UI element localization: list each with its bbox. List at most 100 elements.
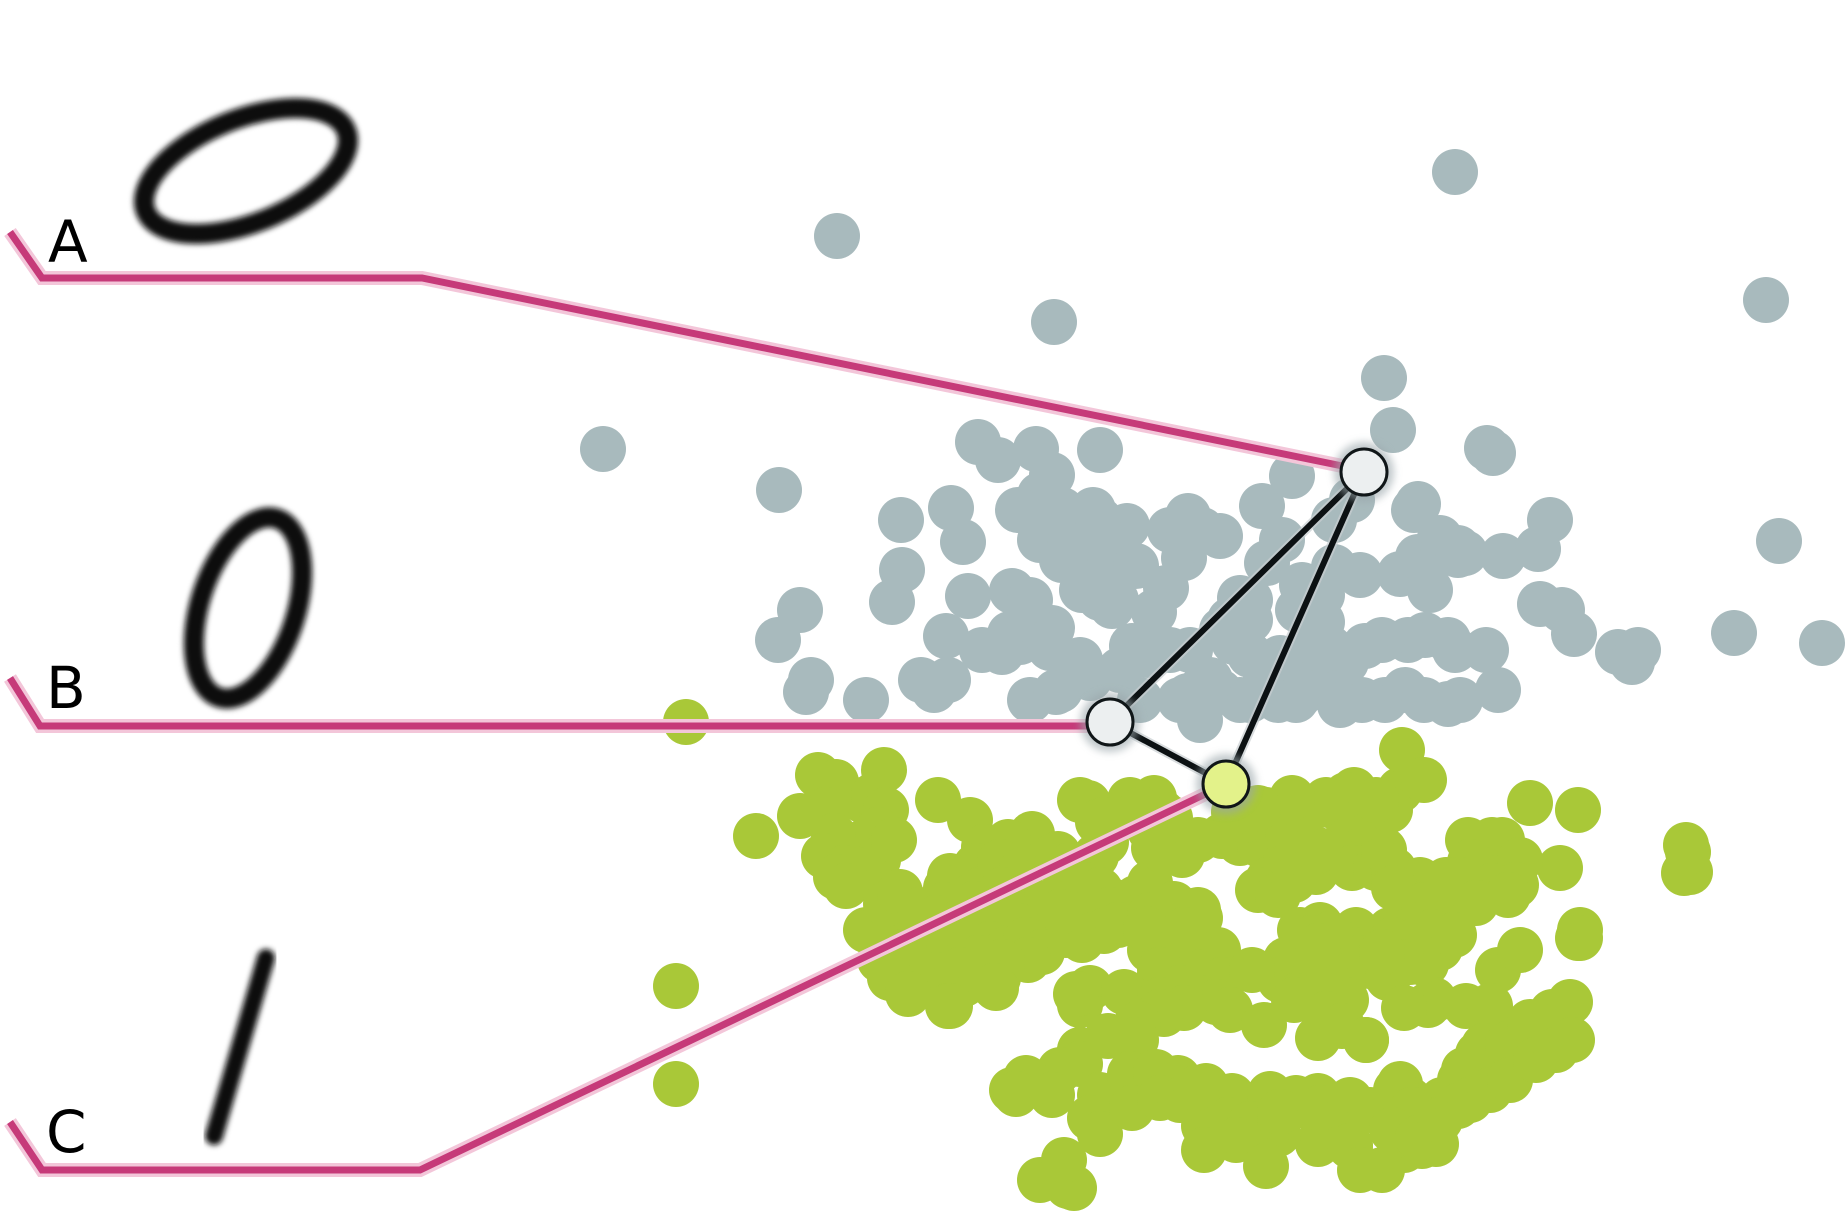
label-b: B [46,654,86,722]
scatter-point-one [1537,845,1583,891]
scatter-point-one [1497,927,1543,973]
scatter-point-zero [1370,407,1416,453]
scatter-point-one [1507,780,1553,826]
scatter-point-one [1555,787,1601,833]
scatter-point-zero [1239,483,1285,529]
scatter-point-zero [1435,532,1481,578]
scatter-point-one [1665,829,1711,875]
cluster-digit-zero [580,149,1845,743]
scatter-point-one [1555,915,1601,961]
scatter-point-zero [1743,277,1789,323]
scatter-point-one [1257,1089,1303,1135]
scatter-point-zero [1432,149,1478,195]
scatter-point-one [1077,1111,1123,1157]
node-c [1196,754,1256,814]
scatter-point-zero [1211,619,1257,665]
scatter-point-one [1381,985,1427,1031]
label-c: C [46,1098,87,1166]
scatter-point-zero [975,437,1021,483]
scatter-point-zero [898,657,944,703]
scatter-point-one [1037,889,1083,935]
scatter-point-one [871,817,917,863]
scatter-point-zero [940,519,986,565]
scatter-point-zero [1337,552,1383,598]
scatter-point-zero [1407,567,1453,613]
scatter-point-zero [1033,669,1079,715]
digit-image-a [133,98,359,244]
scatter-point-one [1343,1017,1389,1063]
scatter-point-zero [843,677,889,723]
scatter-point-zero [1259,517,1305,563]
edge-a-c [1223,469,1367,787]
scatter-point-zero [1007,577,1053,623]
scatter-point-one [1029,1072,1075,1118]
scatter-point-zero [777,587,823,633]
scatter-point-one [1547,979,1593,1025]
scatter-point-zero [945,573,991,619]
scatter-point-one [1053,971,1099,1017]
scatter-point-one [653,963,699,1009]
scatter-point-zero [1179,507,1225,553]
scatter-point-zero [1551,611,1597,657]
scatter-point-zero [1089,583,1135,629]
scatter-point-zero [869,579,915,625]
node-b [1080,692,1140,752]
scatter-point-one [777,793,823,839]
scatter-point-zero [1515,526,1561,572]
digit-image-b [183,507,313,709]
scatter-point-zero [878,497,924,543]
scatter-point-one [1359,929,1405,975]
scatter-point-zero [1395,481,1441,527]
leader-b [4,674,1108,733]
scatter-point-one [993,1071,1039,1117]
scatter-point-zero [1463,627,1509,673]
scatter-point-zero [814,213,860,259]
cluster-digit-one [653,699,1713,1211]
node-a [1334,442,1394,502]
scatter-point-zero [1177,697,1223,743]
scatter-point-zero [1799,620,1845,666]
scatter-point-zero [1437,677,1483,723]
digit-image-c [205,949,275,1145]
scatter-point-zero [1299,627,1345,673]
scatter-point-one [823,863,869,909]
scatter-point-zero [1470,430,1516,476]
scatter-point-zero [959,627,1005,673]
scatter-point-one [1123,906,1169,952]
scatter-point-one [1453,880,1499,926]
scatter-point-one [733,813,779,859]
scatter-point-zero [788,657,834,703]
scatter-point-zero [1361,355,1407,401]
scatter-point-zero [1031,299,1077,345]
scatter-point-zero [1615,627,1661,673]
scatter-point-one [1549,1017,1595,1063]
scatter-point-zero [1711,610,1757,656]
scatter-point-zero [1077,427,1123,473]
scatter-point-zero [1027,625,1073,671]
leader-a [4,228,1364,477]
scatter-point-zero [923,613,969,659]
scatter-point-one [1243,1143,1289,1189]
scatter-point-one [1041,1137,1087,1183]
scatter-point-one [1295,923,1341,969]
scatter-point-one [1401,757,1447,803]
scatter-point-zero [756,467,802,513]
scatter-point-one [1467,983,1513,1029]
edge-a-b [1107,469,1367,725]
scatter-point-one [1161,907,1207,953]
scatter-point-one [1431,912,1477,958]
scatter-point-zero [1475,667,1521,713]
scatter-point-one [1295,827,1341,873]
scatter-point-zero [1273,677,1319,723]
leader-c [4,779,1226,1177]
scatter-point-zero [580,426,626,472]
scatter-point-one [971,963,1017,1009]
scatter-point-one [1173,1065,1219,1111]
scatter-point-one [1181,1127,1227,1173]
scatter-point-zero [1480,533,1526,579]
scatter-point-zero [1756,518,1802,564]
scatter-point-zero [1317,682,1363,728]
scatter-point-one [927,983,973,1029]
scatter-point-zero [1131,589,1177,635]
